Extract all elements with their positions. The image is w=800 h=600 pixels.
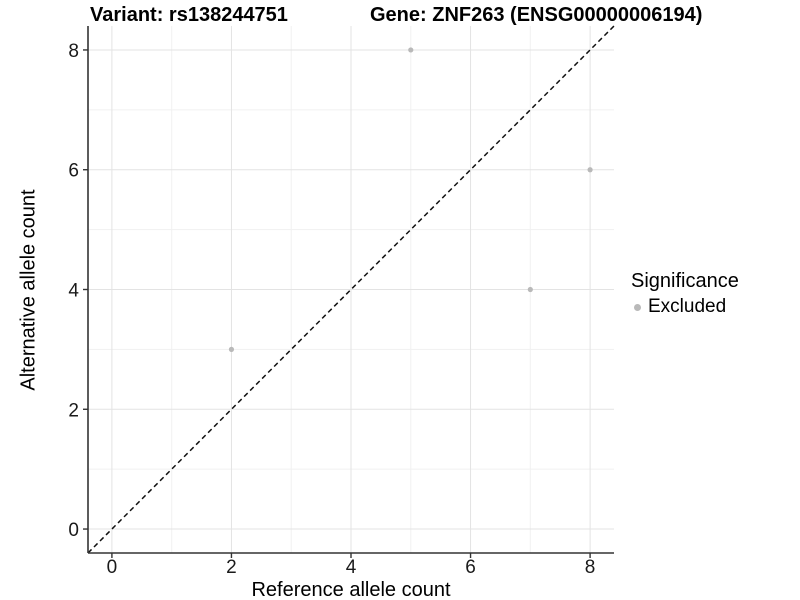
plot-title-gene: Gene: ZNF263 (ENSG00000006194) [370, 4, 703, 26]
y-tick-label: 4 [68, 281, 79, 302]
data-point [587, 167, 593, 173]
legend: Significance Excluded [631, 268, 739, 319]
y-tick-label: 2 [68, 400, 79, 421]
x-tick-label: 4 [346, 557, 357, 578]
y-tick-label: 6 [68, 161, 79, 182]
data-point [228, 346, 235, 352]
y-axis-title: Alternative allele count [17, 189, 40, 391]
x-tick-label: 8 [585, 557, 596, 578]
x-tick-label: 0 [107, 557, 118, 578]
legend-item-excluded: Excluded [631, 295, 739, 319]
legend-item-label: Excluded [648, 296, 727, 317]
y-tick-label: 0 [68, 520, 79, 541]
legend-title: Significance [631, 270, 739, 292]
x-axis-title: Reference allele count [251, 579, 451, 600]
legend-point-icon [634, 303, 641, 311]
x-tick-label: 2 [226, 557, 237, 578]
plot-title-variant: Variant: rs138244751 [90, 4, 288, 26]
data-point [408, 47, 414, 53]
data-point [527, 286, 533, 293]
x-tick-label: 6 [465, 557, 476, 578]
y-tick-label: 8 [68, 41, 79, 62]
